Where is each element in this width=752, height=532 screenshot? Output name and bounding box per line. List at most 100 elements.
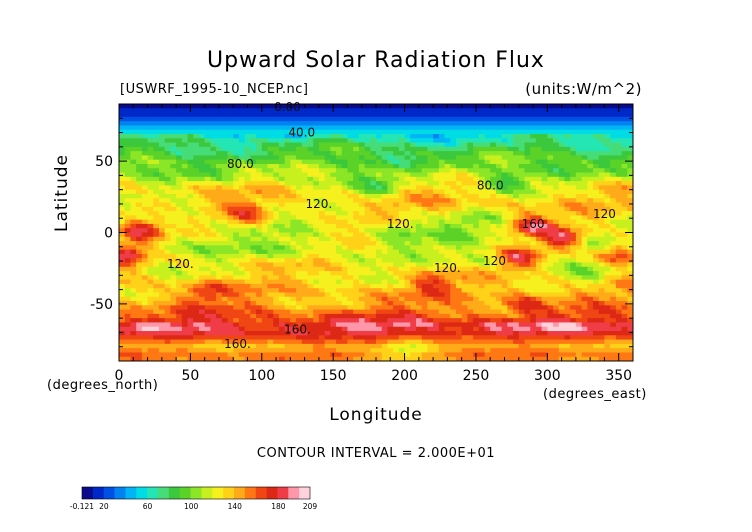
heatmap-cell	[393, 116, 400, 122]
heatmap-cell	[119, 279, 126, 285]
heatmap-cell	[318, 245, 325, 251]
heatmap-cell	[438, 301, 445, 306]
heatmap-cell	[141, 309, 148, 315]
heatmap-cell	[513, 138, 520, 143]
heatmap-cell	[267, 181, 274, 186]
heatmap-cell	[330, 236, 337, 242]
heatmap-cell	[256, 163, 263, 169]
heatmap-cell	[353, 219, 360, 225]
heatmap-cell	[461, 125, 468, 131]
heatmap-cell	[238, 275, 246, 281]
heatmap-cell	[398, 138, 405, 143]
heatmap-cell	[564, 271, 571, 276]
heatmap-cell	[273, 228, 280, 233]
heatmap-cell	[358, 258, 365, 263]
heatmap-cell	[261, 318, 268, 323]
heatmap-cell	[404, 318, 411, 323]
heatmap-cell	[398, 318, 405, 323]
heatmap-cell	[124, 232, 131, 238]
heatmap-cell	[347, 271, 354, 276]
heatmap-cell	[484, 151, 491, 156]
heatmap-cell	[364, 163, 371, 169]
heatmap-cell	[147, 121, 154, 126]
heatmap-cell	[176, 339, 183, 345]
heatmap-cell	[450, 335, 457, 340]
heatmap-cell	[244, 155, 251, 161]
heatmap-cell	[604, 232, 611, 238]
heatmap-cell	[490, 279, 497, 285]
heatmap-cell	[461, 288, 468, 293]
heatmap-cell	[347, 275, 354, 281]
heatmap-cell	[598, 335, 605, 340]
heatmap-cell	[318, 211, 325, 216]
heatmap-cell	[210, 215, 217, 221]
heatmap-cell	[193, 296, 200, 302]
heatmap-cell	[261, 271, 268, 276]
heatmap-cell	[427, 198, 434, 203]
heatmap-cell	[415, 301, 423, 306]
heatmap-cell	[433, 163, 440, 169]
heatmap-cell	[267, 133, 274, 139]
heatmap-cell	[495, 185, 503, 191]
heatmap-cell	[455, 262, 463, 268]
heatmap-cell	[490, 288, 497, 293]
heatmap-cell	[484, 236, 491, 242]
heatmap-cell	[318, 104, 325, 109]
heatmap-cell	[455, 223, 463, 229]
heatmap-cell	[587, 198, 594, 203]
heatmap-cell	[358, 202, 365, 208]
heatmap-cell	[410, 211, 417, 216]
heatmap-cell	[227, 112, 234, 118]
heatmap-cell	[501, 211, 508, 216]
heatmap-cell	[158, 219, 166, 225]
heatmap-cell	[124, 108, 131, 113]
heatmap-cell	[438, 322, 445, 328]
heatmap-cell	[170, 301, 177, 306]
heatmap-cell	[124, 275, 131, 281]
heatmap-cell	[387, 172, 394, 178]
heatmap-cell	[587, 253, 594, 259]
heatmap-cell	[495, 279, 503, 285]
heatmap-cell	[593, 223, 600, 229]
heatmap-cell	[535, 198, 543, 203]
heatmap-cell	[621, 223, 628, 229]
heatmap-cell	[604, 129, 611, 135]
heatmap-cell	[473, 262, 480, 268]
heatmap-cell	[558, 125, 565, 131]
heatmap-cell	[204, 266, 211, 272]
heatmap-cell	[261, 172, 268, 178]
heatmap-cell	[564, 172, 571, 178]
heatmap-cell	[227, 155, 234, 161]
heatmap-cell	[501, 266, 508, 272]
heatmap-cell	[467, 313, 474, 319]
heatmap-cell	[170, 335, 177, 340]
heatmap-cell	[575, 249, 582, 255]
heatmap-cell	[318, 163, 325, 169]
heatmap-cell	[627, 189, 634, 195]
heatmap-cell	[558, 275, 565, 281]
heatmap-cell	[261, 232, 268, 238]
heatmap-cell	[387, 262, 394, 268]
heatmap-cell	[221, 112, 228, 118]
heatmap-cell	[353, 168, 360, 173]
heatmap-cell	[495, 198, 503, 203]
heatmap-cell	[187, 335, 194, 340]
heatmap-cell	[250, 245, 257, 251]
heatmap-cell	[376, 271, 383, 276]
heatmap-cell	[147, 262, 154, 268]
heatmap-cell	[478, 275, 485, 281]
heatmap-cell	[141, 322, 148, 328]
heatmap-cell	[507, 138, 514, 143]
heatmap-cell	[124, 283, 131, 289]
heatmap-cell	[564, 236, 571, 242]
heatmap-cell	[210, 266, 217, 272]
heatmap-cell	[158, 163, 166, 169]
heatmap-cell	[518, 155, 525, 161]
heatmap-cell	[147, 181, 154, 186]
heatmap-cell	[410, 172, 417, 178]
heatmap-cell	[153, 223, 160, 229]
heatmap-cell	[370, 202, 377, 208]
heatmap-cell	[444, 228, 451, 233]
heatmap-cell	[370, 133, 377, 139]
heatmap-cell	[615, 193, 622, 199]
